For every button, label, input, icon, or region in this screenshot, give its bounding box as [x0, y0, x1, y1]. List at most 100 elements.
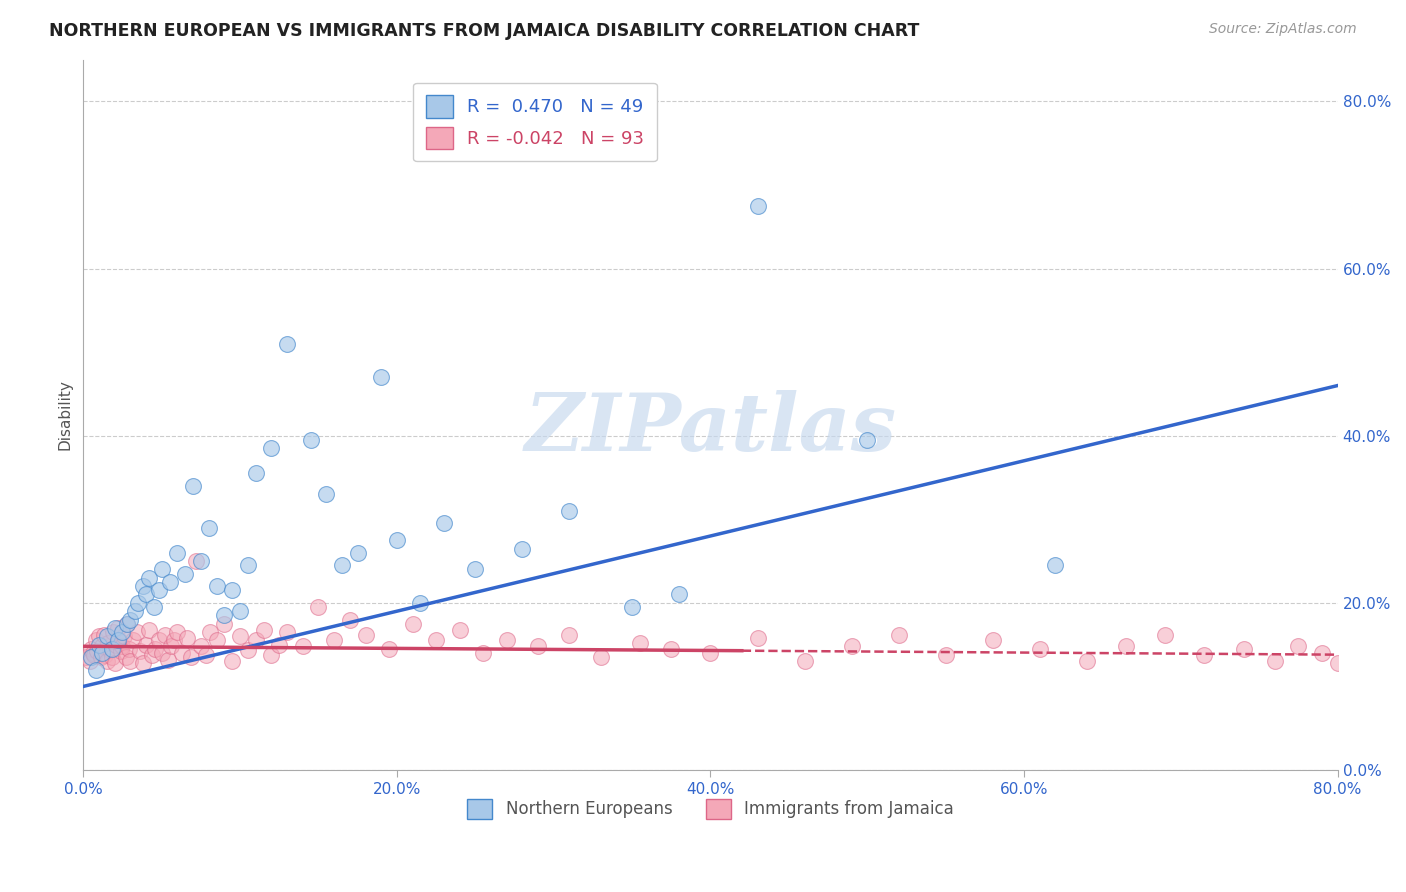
- Point: [112, 629, 135, 643]
- Point: [1286, 640, 1309, 654]
- Point: [107, 633, 129, 648]
- Point: [276, 625, 298, 640]
- Point: [180, 650, 202, 665]
- Point: [433, 516, 456, 531]
- Point: [148, 583, 170, 598]
- Point: [111, 625, 134, 640]
- Point: [1076, 654, 1098, 668]
- Point: [214, 616, 236, 631]
- Point: [96, 629, 118, 643]
- Y-axis label: Disability: Disability: [58, 379, 72, 450]
- Point: [1028, 641, 1050, 656]
- Point: [887, 627, 910, 641]
- Point: [186, 554, 208, 568]
- Point: [163, 633, 186, 648]
- Point: [558, 504, 581, 518]
- Point: [122, 633, 145, 648]
- Point: [668, 587, 690, 601]
- Point: [981, 633, 1004, 648]
- Point: [94, 648, 117, 662]
- Point: [260, 648, 283, 662]
- Point: [1310, 646, 1333, 660]
- Point: [97, 636, 120, 650]
- Point: [159, 574, 181, 589]
- Point: [1264, 654, 1286, 668]
- Point: [142, 600, 165, 615]
- Point: [132, 579, 155, 593]
- Point: [145, 641, 167, 656]
- Point: [174, 566, 197, 581]
- Point: [229, 629, 252, 643]
- Point: [107, 621, 129, 635]
- Point: [1045, 558, 1067, 573]
- Point: [132, 656, 155, 670]
- Point: [401, 616, 423, 631]
- Point: [793, 654, 815, 668]
- Point: [197, 521, 219, 535]
- Point: [621, 600, 644, 615]
- Point: [1154, 627, 1177, 641]
- Point: [135, 638, 157, 652]
- Point: [125, 625, 148, 640]
- Point: [84, 633, 107, 648]
- Point: [138, 571, 160, 585]
- Point: [1115, 640, 1137, 654]
- Point: [308, 600, 330, 615]
- Point: [425, 633, 447, 648]
- Point: [120, 654, 142, 668]
- Point: [87, 638, 110, 652]
- Point: [150, 646, 173, 660]
- Point: [276, 336, 298, 351]
- Point: [194, 648, 217, 662]
- Point: [190, 554, 212, 568]
- Point: [115, 616, 138, 631]
- Point: [100, 641, 122, 656]
- Point: [589, 650, 612, 665]
- Point: [1326, 656, 1348, 670]
- Point: [385, 533, 408, 548]
- Point: [176, 631, 198, 645]
- Point: [747, 631, 769, 645]
- Point: [330, 558, 353, 573]
- Point: [75, 650, 97, 665]
- Legend: Northern Europeans, Immigrants from Jamaica: Northern Europeans, Immigrants from Jama…: [461, 792, 960, 826]
- Point: [935, 648, 957, 662]
- Point: [323, 633, 346, 648]
- Point: [190, 640, 212, 654]
- Point: [104, 656, 127, 670]
- Point: [96, 654, 118, 668]
- Point: [260, 441, 283, 455]
- Point: [229, 604, 252, 618]
- Point: [841, 640, 863, 654]
- Point: [558, 627, 581, 641]
- Point: [291, 640, 314, 654]
- Point: [118, 641, 141, 656]
- Point: [269, 638, 291, 652]
- Point: [252, 623, 274, 637]
- Text: Source: ZipAtlas.com: Source: ZipAtlas.com: [1209, 22, 1357, 37]
- Point: [181, 479, 204, 493]
- Point: [747, 199, 769, 213]
- Text: NORTHERN EUROPEAN VS IMMIGRANTS FROM JAMAICA DISABILITY CORRELATION CHART: NORTHERN EUROPEAN VS IMMIGRANTS FROM JAM…: [49, 22, 920, 40]
- Point: [315, 487, 337, 501]
- Point: [370, 370, 392, 384]
- Point: [299, 433, 322, 447]
- Point: [354, 627, 377, 641]
- Point: [98, 643, 121, 657]
- Point: [856, 433, 879, 447]
- Point: [86, 644, 108, 658]
- Point: [205, 633, 228, 648]
- Point: [156, 653, 179, 667]
- Point: [205, 579, 228, 593]
- Point: [115, 616, 138, 631]
- Point: [105, 638, 128, 652]
- Point: [111, 640, 134, 654]
- Text: ZIPatlas: ZIPatlas: [524, 391, 897, 467]
- Point: [339, 613, 361, 627]
- Point: [699, 646, 721, 660]
- Point: [84, 663, 107, 677]
- Point: [135, 587, 157, 601]
- Point: [141, 648, 163, 662]
- Point: [346, 546, 368, 560]
- Point: [91, 640, 114, 654]
